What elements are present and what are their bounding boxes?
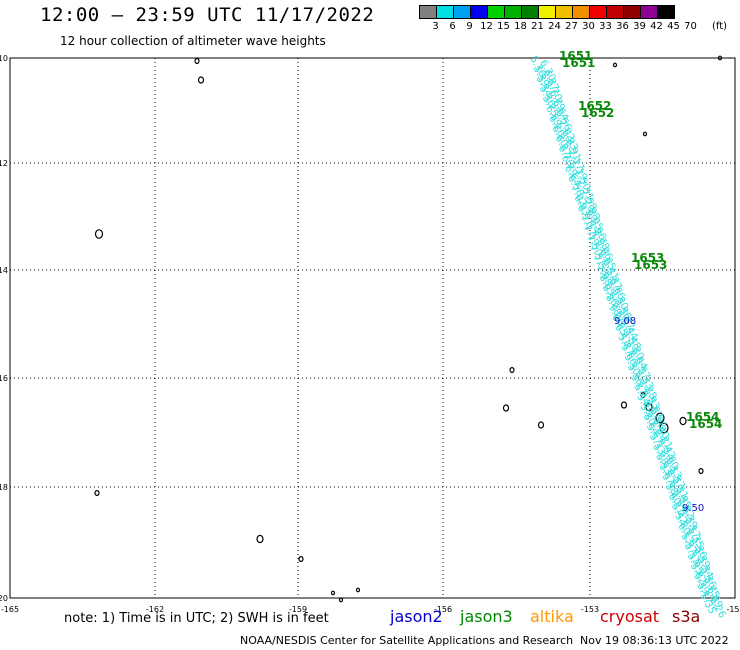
scale-label: 39	[633, 21, 646, 32]
y-tick-label: -20	[0, 594, 8, 603]
pass-label: 1651	[562, 56, 595, 70]
scale-label: 15	[497, 21, 510, 32]
map-subtitle: 12 hour collection of altimeter wave hei…	[60, 34, 326, 48]
pass-label: 1652	[581, 106, 614, 120]
island	[642, 131, 648, 137]
footer-timestamp: Nov 19 08:36:13 UTC 2022	[580, 634, 729, 647]
color-scale-labels: 3 6 9 12 15 18 21 24 27 30 33 36 39 42 45 70	[427, 21, 699, 32]
scale-label: 27	[565, 21, 578, 32]
island	[338, 597, 344, 603]
island	[640, 392, 646, 399]
y-tick-label: -16	[0, 374, 8, 383]
island	[620, 401, 628, 409]
island	[698, 468, 704, 475]
footer-credit: NOAA/NESDIS Center for Satellite Applica…	[240, 634, 574, 647]
color-scale-legend	[419, 5, 675, 19]
swh-highlight: 9.08	[614, 316, 636, 327]
scale-label: 21	[531, 21, 544, 32]
scale-label: 3	[432, 21, 439, 32]
island	[612, 62, 618, 68]
x-tick-label: -156	[434, 605, 452, 614]
scale-label: 70	[684, 21, 697, 32]
y-tick-label: -10	[0, 54, 8, 63]
satellite-jason3: jason3	[460, 607, 513, 626]
x-tick-label: -165	[1, 605, 19, 614]
swh-highlight: 9.50	[682, 503, 704, 514]
scale-label: 33	[599, 21, 612, 32]
map-title: 12:00 – 23:59 UTC 11/17/2022	[40, 4, 375, 26]
island	[94, 490, 100, 497]
island	[194, 57, 200, 64]
scale-label: 12	[480, 21, 493, 32]
satellite-jason2: jason2	[390, 607, 443, 626]
scale-swatch	[657, 5, 675, 19]
x-tick-label: -15	[726, 605, 739, 614]
scale-label: 9	[466, 21, 473, 32]
island	[94, 229, 104, 239]
scale-label: 18	[514, 21, 527, 32]
island	[355, 587, 361, 593]
pass-label: 1654	[686, 410, 719, 424]
scale-label: 36	[616, 21, 629, 32]
island	[502, 404, 510, 412]
scale-label: 30	[582, 21, 595, 32]
island	[298, 555, 304, 562]
color-scale-unit: (ft)	[712, 21, 728, 32]
island	[645, 402, 653, 412]
x-tick-label: -153	[581, 605, 599, 614]
map-frame	[9, 57, 736, 599]
x-tick-label: -159	[289, 605, 307, 614]
island	[679, 416, 687, 426]
satellite-s3a: s3a	[672, 607, 701, 626]
scale-label: 24	[548, 21, 561, 32]
pass-label: 1652	[578, 99, 611, 113]
island	[509, 367, 515, 374]
x-tick-label: -162	[146, 605, 164, 614]
satellite-cryosat: cryosat	[600, 607, 660, 626]
y-tick-label: -14	[0, 266, 8, 275]
island	[256, 534, 264, 544]
y-tick-label: -18	[0, 483, 8, 492]
island	[655, 412, 665, 424]
scale-label: 42	[650, 21, 663, 32]
pass-label: 1654	[689, 417, 722, 431]
island	[659, 422, 669, 434]
island	[717, 55, 723, 61]
satellite-altika: altika	[530, 607, 574, 626]
pass-label: 1653	[634, 258, 667, 272]
pass-label: 1653	[631, 251, 664, 265]
pass-label: 1651	[559, 49, 592, 63]
scale-label: 6	[449, 21, 456, 32]
note-text: note: 1) Time is in UTC; 2) SWH is in fe…	[64, 611, 329, 626]
island	[537, 421, 545, 429]
scale-label: 45	[667, 21, 680, 32]
y-tick-label: -12	[0, 159, 8, 168]
island	[197, 76, 205, 84]
island	[330, 590, 336, 596]
